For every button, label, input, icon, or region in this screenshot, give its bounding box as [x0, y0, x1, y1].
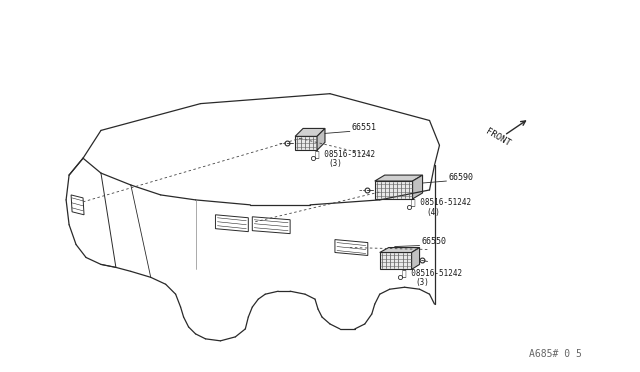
Text: FRONT: FRONT — [484, 127, 512, 148]
Text: (4): (4) — [426, 208, 440, 217]
Text: (3): (3) — [328, 159, 342, 168]
Text: Ⓢ 08516-51242: Ⓢ 08516-51242 — [315, 149, 375, 158]
Polygon shape — [375, 181, 413, 199]
Polygon shape — [375, 175, 422, 181]
Polygon shape — [380, 247, 420, 253]
Polygon shape — [412, 247, 420, 269]
Polygon shape — [295, 128, 325, 137]
Text: (3): (3) — [415, 278, 429, 287]
Polygon shape — [317, 128, 325, 150]
Text: Ⓢ 08516-51242: Ⓢ 08516-51242 — [411, 198, 471, 207]
Polygon shape — [413, 175, 422, 199]
Polygon shape — [380, 253, 412, 269]
Text: A685# 0 5: A685# 0 5 — [529, 349, 582, 359]
Polygon shape — [295, 137, 317, 150]
Text: Ⓢ 08516-51242: Ⓢ 08516-51242 — [402, 268, 462, 278]
Text: 66550: 66550 — [422, 237, 447, 246]
Text: 66551: 66551 — [352, 124, 377, 132]
Text: 66590: 66590 — [449, 173, 474, 182]
